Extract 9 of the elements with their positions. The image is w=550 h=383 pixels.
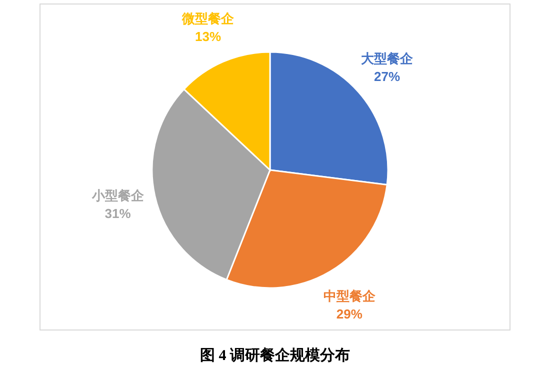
data-label: 27% xyxy=(374,68,400,84)
slice-label: 中型餐企 xyxy=(323,289,376,304)
caption: 图 4 调研餐企规模分布 xyxy=(200,347,350,364)
data-label: 13% xyxy=(195,28,222,44)
data-label: 31% xyxy=(104,206,132,222)
slice-label: 小型餐企 xyxy=(90,189,145,204)
slice-label: 微型餐企 xyxy=(181,12,236,27)
slice-label: 大型餐企 xyxy=(361,52,414,67)
data-label: 29% xyxy=(336,306,363,322)
